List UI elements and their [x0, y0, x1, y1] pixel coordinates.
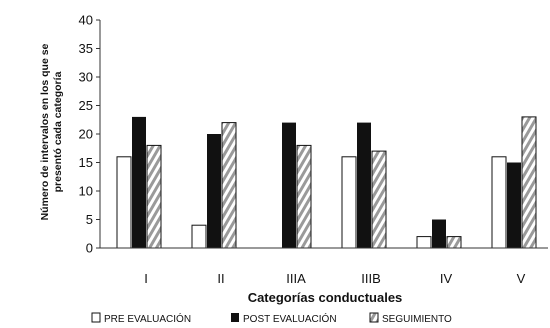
bars: [116, 116, 537, 249]
bar-striped-V: [521, 116, 537, 249]
bar-striped-IIIB: [371, 150, 387, 249]
bar-striped-II: [221, 122, 237, 249]
legend-label: SEGUIMIENTO: [382, 314, 452, 325]
bar-striped-IIIA: [296, 144, 312, 249]
category-labels: I II IIIA IIIB IV V: [144, 271, 525, 286]
x-tick-label: II: [217, 271, 224, 286]
legend-label: POST EVALUACIÓN: [243, 312, 337, 325]
x-tick-label: I: [144, 271, 148, 286]
bar-black-II: [207, 134, 221, 248]
bar-black-IV: [432, 219, 446, 248]
bar-white-I: [116, 156, 132, 249]
bar-white-V: [491, 156, 507, 249]
y-tick-label: 20: [79, 127, 93, 142]
y-axis-ticks: 0 5 10 15 20 25 30 35 40: [79, 13, 100, 256]
y-tick-label: 15: [79, 155, 93, 170]
x-tick-label: IV: [440, 271, 453, 286]
bar-black-IIIB: [357, 122, 371, 248]
x-tick-label: IIIB: [361, 271, 381, 286]
y-tick-label: 25: [79, 98, 93, 113]
x-tick-label: IIIA: [286, 271, 306, 286]
bar-striped-I: [146, 144, 162, 249]
bar-black-I: [132, 116, 146, 249]
y-tick-label: 0: [86, 241, 93, 256]
y-tick-label: 5: [86, 212, 93, 227]
bar-white-IIIB: [341, 156, 357, 249]
y-tick-label: 35: [79, 41, 93, 56]
legend-swatch-striped: [369, 312, 379, 323]
bar-white-IV: [416, 236, 432, 249]
bar-black-V: [507, 162, 521, 248]
y-tick-label: 10: [79, 184, 93, 199]
legend-swatch-black: [231, 313, 239, 322]
x-axis-title: Categorías conductuales: [248, 290, 403, 305]
y-tick-label: 40: [79, 13, 93, 28]
axes: [99, 20, 548, 249]
legend: PRE EVALUACIÓN POST EVALUACIÓN SEGUIMIENTO: [91, 312, 452, 325]
bar-white-II: [191, 224, 207, 249]
bar-black-IIIA: [282, 122, 296, 248]
legend-swatch-white: [91, 312, 101, 323]
bar-striped-IV: [446, 236, 462, 249]
x-tick-label: V: [517, 271, 526, 286]
y-axis-label-line2: presentó cada categoría: [52, 71, 64, 192]
legend-label: PRE EVALUACIÓN: [104, 312, 191, 325]
y-tick-label: 30: [79, 70, 93, 85]
y-axis-label-line1: Número de intervalos en los que se: [39, 43, 51, 220]
